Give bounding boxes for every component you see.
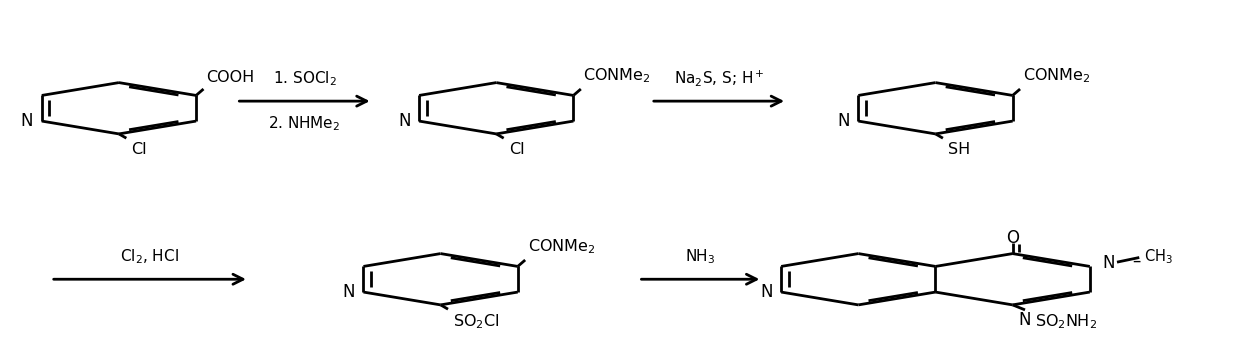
Text: Cl$_2$, HCl: Cl$_2$, HCl <box>120 247 180 266</box>
Text: CONMe$_2$: CONMe$_2$ <box>528 238 595 256</box>
Text: Na$_2$S, S; H$^+$: Na$_2$S, S; H$^+$ <box>673 67 764 88</box>
Text: N: N <box>21 112 33 130</box>
Text: 2. NHMe$_2$: 2. NHMe$_2$ <box>268 115 341 133</box>
Text: N: N <box>1019 311 1032 329</box>
Text: CONMe$_2$: CONMe$_2$ <box>583 67 651 85</box>
Text: SH: SH <box>947 142 970 157</box>
Text: N: N <box>398 112 410 130</box>
Text: O: O <box>1006 229 1019 247</box>
Text: N: N <box>342 283 355 301</box>
Text: COOH: COOH <box>206 70 254 85</box>
Text: CH$_3$: CH$_3$ <box>1145 247 1173 266</box>
Text: N: N <box>837 112 849 130</box>
Text: SO$_2$Cl: SO$_2$Cl <box>453 313 500 331</box>
Text: N: N <box>1102 254 1115 272</box>
Text: N: N <box>760 283 773 301</box>
Text: 1. SOCl$_2$: 1. SOCl$_2$ <box>273 69 336 88</box>
Text: –: – <box>1132 252 1141 270</box>
Text: NH$_3$: NH$_3$ <box>686 247 715 266</box>
Text: Cl: Cl <box>508 142 525 157</box>
Text: CONMe$_2$: CONMe$_2$ <box>1023 67 1090 85</box>
Text: SO$_2$NH$_2$: SO$_2$NH$_2$ <box>1035 313 1097 331</box>
Text: Cl: Cl <box>131 142 146 157</box>
